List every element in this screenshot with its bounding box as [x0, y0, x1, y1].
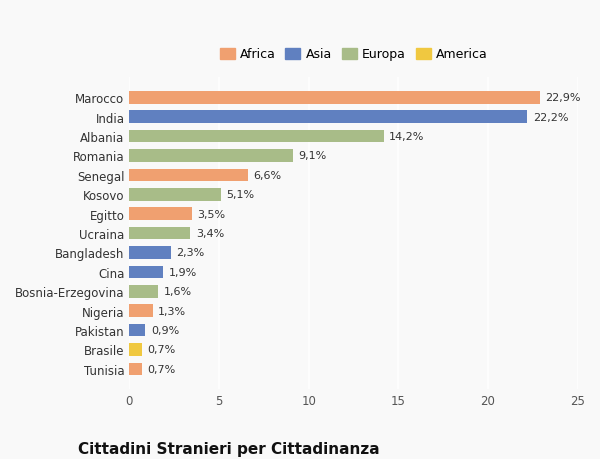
Bar	[130, 150, 293, 162]
Bar	[130, 130, 384, 143]
Bar	[130, 92, 540, 104]
Text: 9,1%: 9,1%	[298, 151, 326, 161]
Bar	[130, 246, 170, 259]
Text: 0,9%: 0,9%	[151, 325, 179, 336]
Bar	[130, 285, 158, 298]
Bar	[130, 208, 192, 220]
Text: 1,3%: 1,3%	[158, 306, 186, 316]
Text: 2,3%: 2,3%	[176, 248, 204, 258]
Text: 3,4%: 3,4%	[196, 229, 224, 239]
Legend: Africa, Asia, Europa, America: Africa, Asia, Europa, America	[215, 43, 493, 66]
Bar	[130, 363, 142, 375]
Bar	[130, 189, 221, 201]
Text: 1,6%: 1,6%	[163, 286, 191, 297]
Bar	[130, 324, 145, 336]
Text: 0,7%: 0,7%	[147, 345, 176, 355]
Text: Cittadini Stranieri per Cittadinanza: Cittadini Stranieri per Cittadinanza	[78, 441, 380, 456]
Bar	[130, 169, 248, 182]
Text: 6,6%: 6,6%	[253, 170, 281, 180]
Text: 1,9%: 1,9%	[169, 267, 197, 277]
Text: 3,5%: 3,5%	[197, 209, 226, 219]
Bar	[130, 305, 152, 317]
Bar	[130, 227, 190, 240]
Bar	[130, 111, 527, 124]
Text: 14,2%: 14,2%	[389, 132, 425, 142]
Text: 22,2%: 22,2%	[533, 112, 568, 123]
Text: 0,7%: 0,7%	[147, 364, 176, 374]
Bar	[130, 343, 142, 356]
Text: 22,9%: 22,9%	[545, 93, 581, 103]
Text: 5,1%: 5,1%	[226, 190, 254, 200]
Bar	[130, 266, 163, 279]
